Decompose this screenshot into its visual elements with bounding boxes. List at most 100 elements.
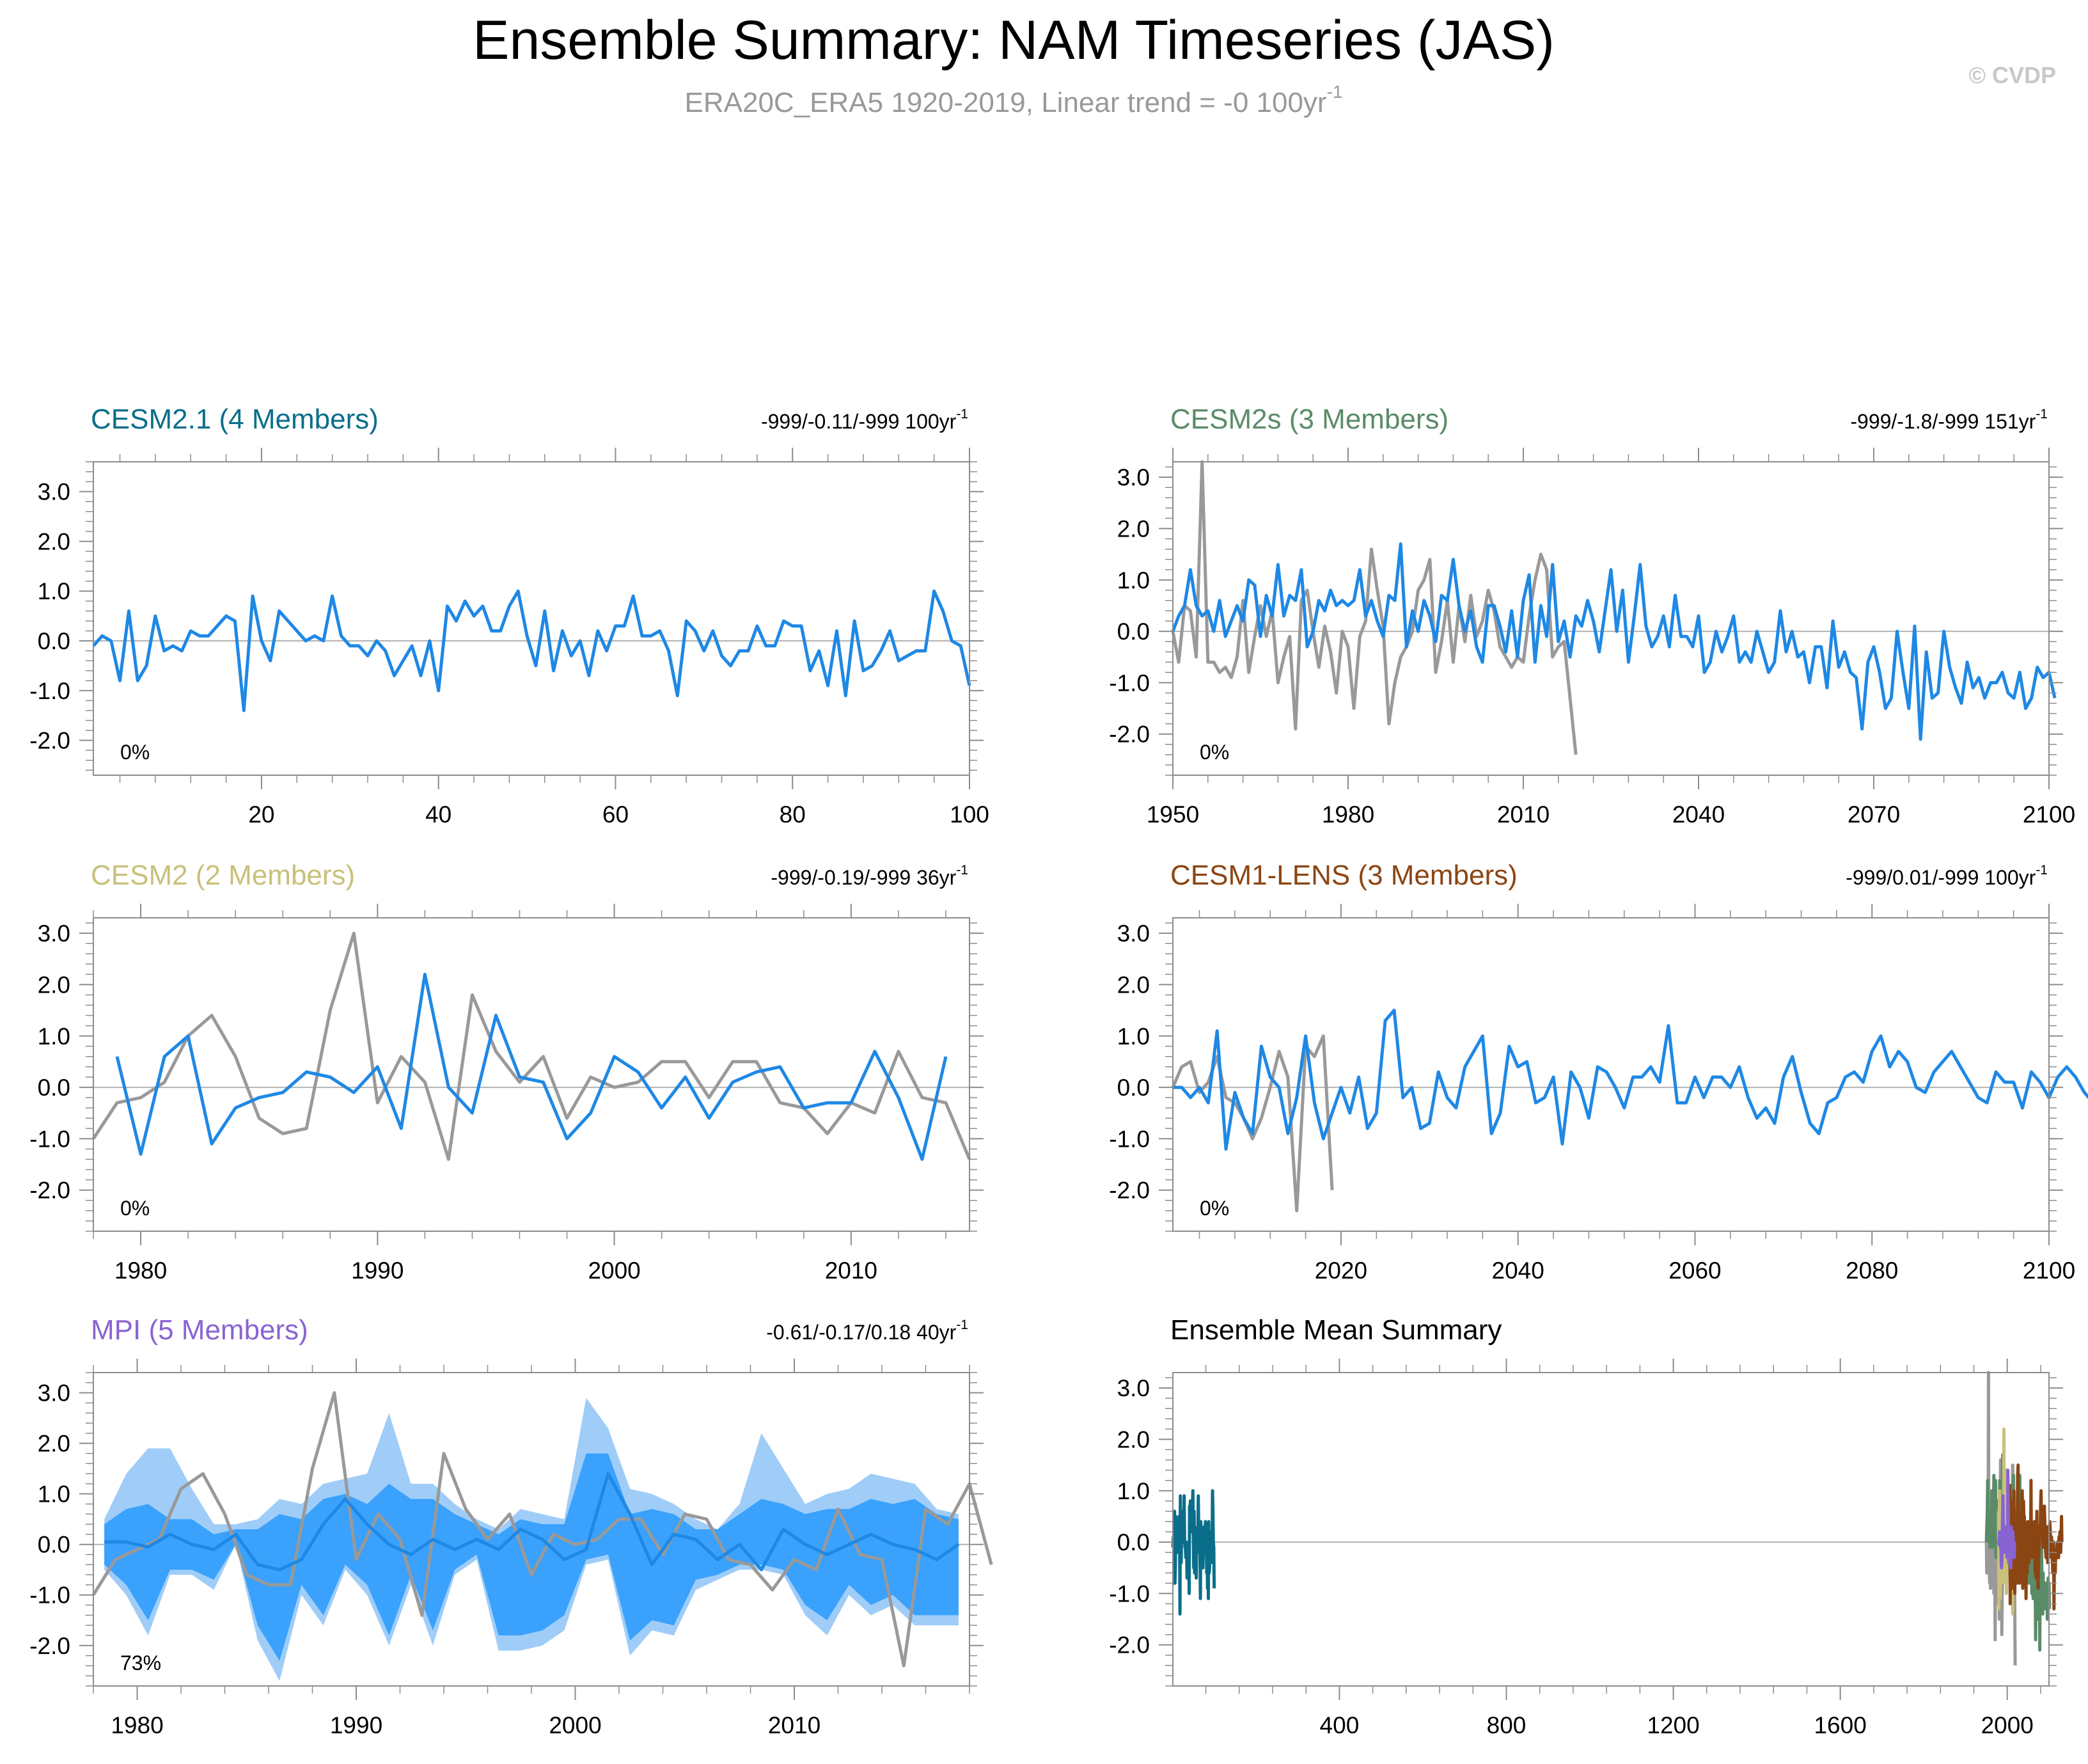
y-tick-label: -1.0 [1109,1126,1150,1152]
series-line-ensemble_mean [104,1472,960,1571]
chart-panel-summary: -2.0 -1.0 0.0 1.0 2.0 3.0 400 800 1200 1600 2000 En… [1109,1314,2064,1738]
chart-panel-mpi: -2.0 -1.0 0.0 1.0 2.0 3.0 1980 1990 2000 2010 MPI … [29,1314,993,1738]
y-tick-label: -1.0 [29,1582,70,1609]
series-line-observed [1171,460,1578,755]
y-tick-label: -2.0 [29,1177,70,1204]
y-tick-label: 2.0 [38,972,70,998]
y-tick-label: -2.0 [1109,721,1150,748]
trend-label-superscript: -1 [2036,407,2048,421]
x-tick-label: 2010 [825,1257,877,1284]
chart-panel-cesm2: -2.0 -1.0 0.0 1.0 2.0 3.0 1980 1990 2000 2010 CESM… [29,860,984,1284]
x-tick-label: 80 [780,801,806,828]
panel-title: CESM2 (2 Members) [91,860,355,891]
x-tick-label: 2100 [2023,801,2075,828]
panel-title: CESM2.1 (4 Members) [91,404,379,435]
panel-title: CESM1-LENS (3 Members) [1170,860,1518,891]
y-tick-label: -1.0 [1109,1580,1150,1607]
x-tick-label: 1600 [1814,1712,1866,1738]
percent-label: 0% [120,741,150,764]
y-tick-label: 2.0 [1117,972,1150,998]
trend-label-text: -999/-1.8/-999 151yr [1850,410,2036,433]
x-tick-label: 2010 [1497,801,1550,828]
x-tick-label: 1200 [1647,1712,1699,1738]
y-tick-label: 0.0 [38,628,70,654]
x-tick-label: 1950 [1147,801,1199,828]
y-minor-ticks [86,922,977,1232]
y-tick-label: 2.0 [38,528,70,555]
y-tick-label: 3.0 [38,479,70,505]
trend-label: -999/-0.11/-999 100yr-1 [761,407,968,433]
plot-frame [1172,1372,2050,1687]
trend-label-text: -999/0.01/-999 100yr [1846,866,2036,889]
plot-area [91,931,971,1161]
x-tick-label: 1990 [351,1257,404,1284]
series-line-observed [91,1391,993,1667]
y-tick-label: 3.0 [1117,464,1150,491]
series-line-ensemble_mean [115,972,948,1161]
x-tick-label: 800 [1487,1712,1527,1738]
trend-label: -999/0.01/-999 100yr-1 [1846,863,2048,889]
x-tick-label: 2000 [1981,1712,2034,1738]
x-tick-label: 2070 [1848,801,1900,828]
x-tick-label: 60 [602,801,629,828]
percent-label: 73% [120,1651,161,1674]
trend-label-text: -999/-0.11/-999 100yr [761,410,957,433]
y-tick-label: -2.0 [29,728,70,754]
x-tick-label: 400 [1320,1712,1360,1738]
y-minor-ticks [86,461,977,771]
y-tick-label: -2.0 [1109,1632,1150,1658]
plot-frame [1172,917,2050,1232]
trend-label-text: -999/-0.19/-999 36yr [771,866,956,889]
plot-area [92,589,971,713]
y-tick-label: 1.0 [1117,1478,1150,1504]
y-tick-label: 3.0 [1117,1375,1150,1401]
y-tick-label: 0.0 [38,1075,70,1101]
plot-area [1171,1009,2088,1213]
trend-label: -999/-0.19/-999 36yr-1 [771,863,968,889]
plot-frame [93,917,970,1232]
x-minor-ticks [93,1365,970,1694]
summary-line-cesm21-cesm21 [1171,1489,1216,1616]
series-line-ensemble_mean [1173,1009,2088,1151]
chart-panel-cesm2s: -2.0 -1.0 0.0 1.0 2.0 3.0 1950 1980 2010 2040 2070… [1109,404,2075,828]
x-tick-label: 1990 [330,1712,382,1738]
y-tick-label: 0.0 [1117,1075,1150,1101]
x-tick-label: 2040 [1492,1257,1544,1284]
chart-panel-cesm21: -2.0 -1.0 0.0 1.0 2.0 3.0 20 40 60 80 100 CESM2.1 (… [29,404,989,828]
x-tick-label: 100 [950,801,989,828]
spread-band-spread_inner [104,1453,959,1661]
x-tick-label: 40 [425,801,451,828]
trend-label-superscript: -1 [956,407,968,421]
x-minor-ticks [1198,910,2050,1239]
plot-frame [1172,461,2050,776]
trend-label-superscript: -1 [2036,863,2048,878]
trend-label: -0.61/-0.17/0.18 40yr-1 [766,1318,968,1344]
x-tick-label: 2080 [1846,1257,1898,1284]
y-tick-label: 1.0 [38,1023,70,1050]
x-tick-label: 20 [248,801,274,828]
x-tick-label: 2010 [768,1712,820,1738]
panel-title: MPI (5 Members) [91,1314,308,1346]
x-tick-label: 2000 [588,1257,640,1284]
y-tick-label: -1.0 [1109,670,1150,696]
panel-title: CESM2s (3 Members) [1170,404,1448,435]
series-line-ensemble_mean [1171,542,2057,741]
watermark: © CVDP [1968,62,2056,88]
x-tick-label: 1980 [114,1257,167,1284]
plot-frame [93,461,970,776]
y-tick-label: 1.0 [1117,1023,1150,1050]
trend-label: -999/-1.8/-999 151yr-1 [1850,407,2048,433]
series-line-ensemble_mean [92,589,971,713]
y-tick-label: 1.0 [1117,567,1150,594]
y-tick-label: -1.0 [29,678,70,704]
y-tick-label: 0.0 [1117,618,1150,645]
y-tick-label: 1.0 [38,1481,70,1508]
y-tick-label: -2.0 [29,1633,70,1659]
trend-label-superscript: -1 [956,863,968,878]
x-tick-label: 2000 [549,1712,601,1738]
figure-title: Ensemble Summary: NAM Timeseries (JAS) [473,10,1555,71]
y-tick-label: 0.0 [38,1532,70,1558]
plot-area [1171,460,2057,755]
y-minor-ticks [1165,1377,2057,1687]
